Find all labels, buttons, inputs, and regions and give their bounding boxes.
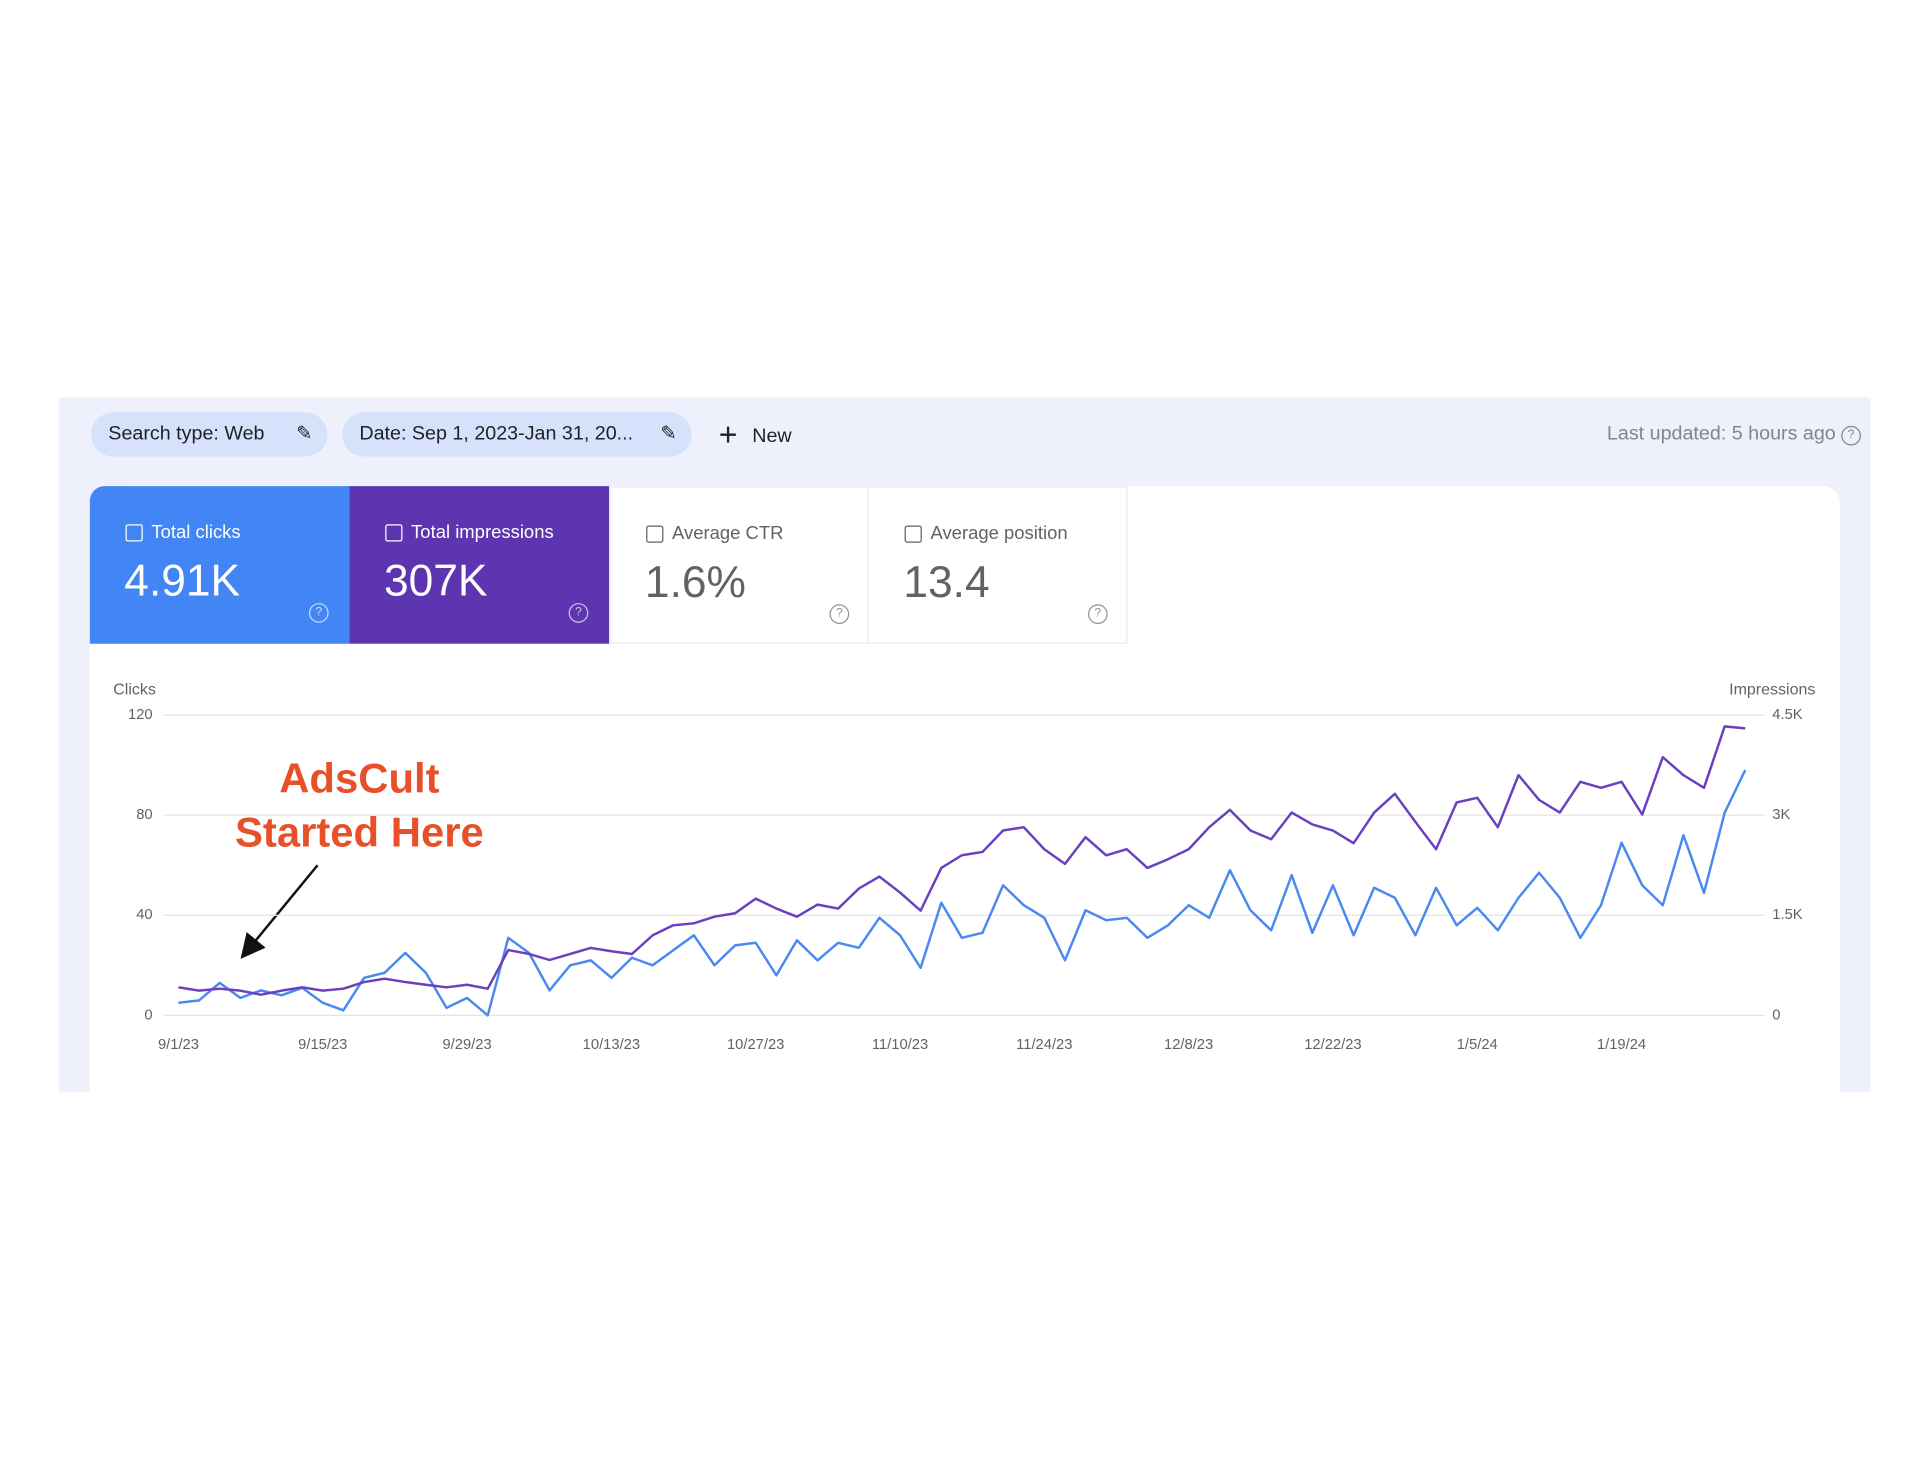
metric-label: Average position <box>930 523 1068 545</box>
chip-text: Search type: Web <box>108 423 265 445</box>
metric-value: 307K <box>384 555 488 606</box>
help-icon[interactable]: ? <box>568 603 589 623</box>
y2-tick-label: 3K <box>1772 807 1790 823</box>
x-tick-label: 9/15/23 <box>298 1037 347 1053</box>
x-tick-label: 1/5/24 <box>1457 1037 1498 1053</box>
checkbox[interactable] <box>904 525 922 543</box>
edit-icon: ✎ <box>296 423 313 445</box>
x-tick-label: 10/13/23 <box>583 1037 640 1053</box>
y-tick-label: 0 <box>144 1007 152 1023</box>
x-tick-label: 11/10/23 <box>872 1037 928 1053</box>
metric-card[interactable]: Average CTR 1.6%? <box>609 486 869 644</box>
x-tick-label: 12/8/23 <box>1164 1037 1213 1053</box>
x-tick-label: 1/19/24 <box>1597 1037 1646 1053</box>
checkbox[interactable] <box>125 524 143 542</box>
y-axis-title: Clicks <box>113 682 156 699</box>
help-icon[interactable]: ? <box>1088 604 1108 625</box>
date-chip[interactable]: Date: Sep 1, 2023-Jan 31, 20... ✎ <box>342 412 692 457</box>
x-tick-label: 9/29/23 <box>442 1037 491 1053</box>
last-updated-text: Last updated: 5 hours ago <box>1606 423 1836 445</box>
y-tick-label: 80 <box>136 807 152 823</box>
x-tick-label: 11/24/23 <box>1016 1037 1072 1053</box>
y2-tick-label: 4.5K <box>1772 707 1803 723</box>
new-button[interactable]: + New <box>719 412 792 456</box>
annotation: AdsCult <box>279 755 439 802</box>
series-line <box>178 769 1747 1017</box>
metric-card[interactable]: Average position 13.4? <box>867 486 1128 644</box>
metric-value: 4.91K <box>124 555 241 606</box>
y2-axis-title: Impressions <box>1729 682 1815 699</box>
last-updated: Last updated: 5 hours ago ? <box>1607 412 1861 456</box>
annotation-arrow <box>240 864 319 959</box>
y-tick-label: 120 <box>128 707 153 723</box>
x-tick-label: 10/27/23 <box>727 1037 784 1053</box>
new-text: New <box>752 425 792 447</box>
search-type-chip[interactable]: Search type: Web ✎ <box>91 412 328 457</box>
annotation: Started Here <box>235 809 484 856</box>
checkbox[interactable] <box>385 524 403 542</box>
help-icon[interactable]: ? <box>308 603 329 623</box>
y2-tick-label: 0 <box>1772 1007 1780 1023</box>
help-icon[interactable]: ? <box>829 604 850 625</box>
series-line <box>178 725 1746 996</box>
chip-text: Date: Sep 1, 2023-Jan 31, 20... <box>359 423 634 445</box>
x-tick-label: 9/1/23 <box>158 1037 199 1053</box>
metric-label: Total clicks <box>151 521 241 543</box>
y2-tick-label: 1.5K <box>1772 907 1803 923</box>
edit-icon: ✎ <box>660 423 677 445</box>
metric-card[interactable]: Total clicks 4.91K? <box>89 486 350 644</box>
help-icon[interactable]: ? <box>1841 425 1861 446</box>
y-tick-label: 40 <box>136 907 152 923</box>
plus-icon: + <box>718 416 738 453</box>
x-tick-label: 12/22/23 <box>1304 1037 1361 1053</box>
metric-label: Average CTR <box>672 523 784 545</box>
metric-value: 1.6% <box>644 556 746 607</box>
metric-value: 13.4 <box>903 556 990 607</box>
checkbox[interactable] <box>646 525 664 543</box>
metric-card[interactable]: Total impressions 307K? <box>349 486 610 644</box>
metric-label: Total impressions <box>411 521 554 543</box>
